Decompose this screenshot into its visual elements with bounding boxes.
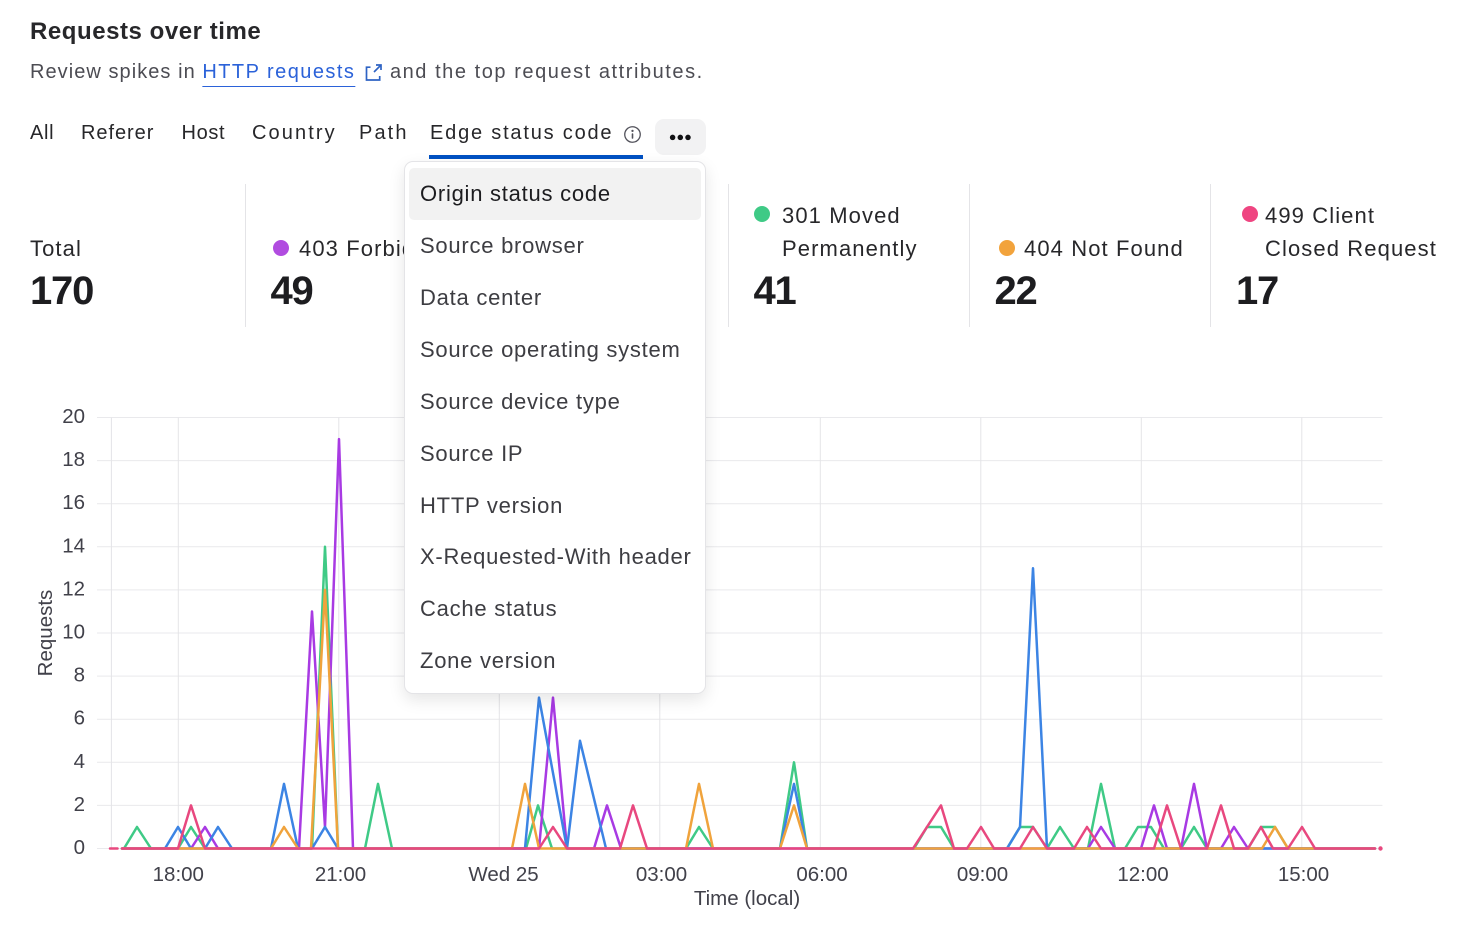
svg-text:6: 6	[74, 707, 85, 730]
svg-text:06:00: 06:00	[796, 863, 847, 886]
svg-text:4: 4	[74, 750, 85, 773]
svg-text:16: 16	[62, 491, 85, 514]
svg-text:09:00: 09:00	[957, 863, 1008, 886]
svg-text:20: 20	[62, 405, 85, 428]
svg-text:18: 18	[62, 448, 85, 471]
svg-text:10: 10	[62, 621, 85, 644]
svg-text:21:00: 21:00	[315, 863, 366, 886]
svg-text:14: 14	[62, 534, 85, 557]
svg-text:12: 12	[62, 577, 85, 600]
svg-text:Time (local): Time (local)	[694, 887, 800, 910]
svg-text:2: 2	[74, 793, 85, 816]
svg-text:03:00: 03:00	[636, 863, 687, 886]
svg-text:Wed 25: Wed 25	[468, 863, 538, 886]
svg-text:15:00: 15:00	[1278, 863, 1329, 886]
svg-text:18:00: 18:00	[153, 863, 204, 886]
svg-text:12:00: 12:00	[1117, 863, 1168, 886]
svg-text:8: 8	[74, 664, 85, 687]
svg-text:Requests: Requests	[34, 590, 57, 677]
svg-text:0: 0	[74, 836, 85, 859]
